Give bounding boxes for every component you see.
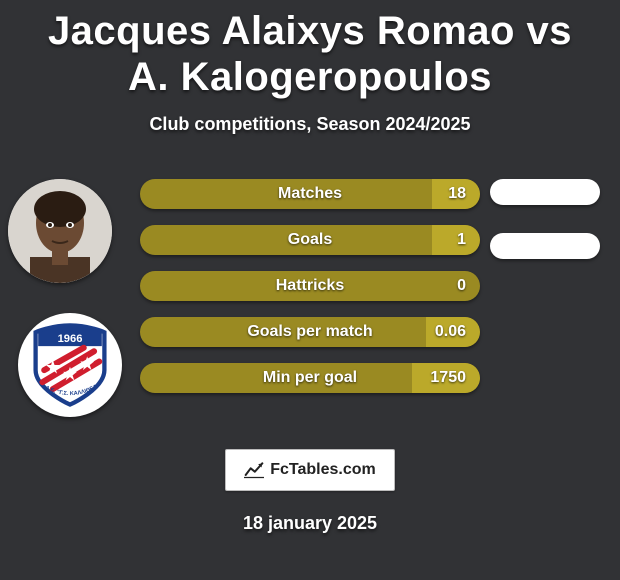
stat-bar: Goals per match0.06 [140, 317, 480, 347]
player-avatar [8, 179, 112, 283]
badge-year: 1966 [58, 333, 83, 345]
page-title: Jacques Alaixys Romao vs A. Kalogeropoul… [0, 0, 620, 100]
comparison-stage: 1966 Π.Α.Ε. "Γ.Σ. ΚΑΛΛΙΘΕΑ" Matches18 Goa… [0, 163, 620, 443]
comparison-pill [490, 233, 600, 259]
stat-bar-cap [412, 363, 480, 393]
stat-bar-cap [432, 179, 480, 209]
stat-value: 0 [457, 277, 466, 295]
club-badge-svg: 1966 Π.Α.Ε. "Γ.Σ. ΚΑΛΛΙΘΕΑ" [27, 322, 113, 408]
player-avatar-svg [8, 179, 112, 283]
brand-icon [244, 461, 264, 479]
comparison-pill [490, 179, 600, 205]
brand-label: FcTables.com [270, 461, 376, 479]
date-label: 18 january 2025 [0, 513, 620, 534]
stat-bar: Min per goal1750 [140, 363, 480, 393]
stat-bars: Matches18 Goals1 Hattricks0 Goals per match… [140, 179, 480, 409]
subtitle: Club competitions, Season 2024/2025 [0, 114, 620, 135]
brand-badge[interactable]: FcTables.com [225, 449, 395, 491]
stat-bar-cap [426, 317, 480, 347]
stat-label: Hattricks [140, 277, 480, 295]
stat-bar: Hattricks0 [140, 271, 480, 301]
club-badge: 1966 Π.Α.Ε. "Γ.Σ. ΚΑΛΛΙΘΕΑ" [18, 313, 122, 417]
stat-label: Matches [140, 185, 480, 203]
stat-label: Goals [140, 231, 480, 249]
stat-bar: Goals1 [140, 225, 480, 255]
stat-bar: Matches18 [140, 179, 480, 209]
stat-bar-cap [432, 225, 480, 255]
